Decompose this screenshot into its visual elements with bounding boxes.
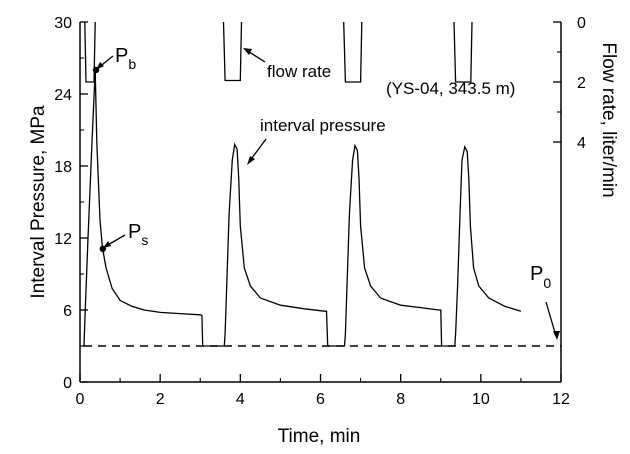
- flow-rate-pulse: [343, 21, 363, 83]
- flow-rate-label: flow rate: [267, 62, 331, 81]
- flow-rate-pulse: [222, 21, 243, 82]
- x-tick-label: 0: [76, 391, 85, 408]
- pb-label: P: [115, 45, 128, 67]
- interval-pressure-label: interval pressure: [260, 116, 386, 135]
- annotation-flow-rate: flow rate: [243, 48, 331, 81]
- left-tick-label: 12: [54, 231, 72, 248]
- well-info-label: (YS-04, 343.5 m): [386, 79, 515, 98]
- right-tick-label: 4: [577, 135, 586, 152]
- right-tick-label: 2: [577, 75, 586, 92]
- ps-subscript: s: [141, 232, 148, 248]
- x-tick-label: 10: [472, 391, 490, 408]
- right-tick-label: 0: [577, 15, 586, 32]
- left-tick-label: 0: [63, 375, 72, 392]
- svg-text:P0: P0: [530, 263, 551, 291]
- svg-text:Ps: Ps: [128, 221, 148, 248]
- x-tick-label: 8: [396, 391, 405, 408]
- right-axis-title: Flow rate, liter/min: [598, 42, 619, 197]
- svg-text:Pb: Pb: [115, 45, 136, 72]
- left-tick-label: 30: [54, 15, 72, 32]
- x-tick-label: 12: [552, 391, 570, 408]
- annotation-interval-pressure: interval pressure: [247, 116, 386, 165]
- flow-rate-pulse: [453, 21, 473, 83]
- p0-label: P: [530, 263, 543, 285]
- plot-area: [82, 21, 561, 347]
- x-axis-title: Time, min: [278, 426, 361, 447]
- flow-rate-pulse: [84, 21, 96, 83]
- left-tick-label: 6: [63, 303, 72, 320]
- annotation-ps: Ps: [103, 221, 148, 248]
- interval-pressure-line: [82, 69, 522, 347]
- pb-subscript: b: [128, 56, 136, 72]
- x-tick-label: 6: [316, 391, 325, 408]
- left-tick-label: 18: [54, 159, 72, 176]
- left-axis-title: Interval Pressure, MPa: [28, 105, 49, 299]
- axes: [79, 21, 562, 383]
- left-tick-label: 24: [54, 87, 72, 104]
- x-tick-label: 2: [156, 391, 165, 408]
- ps-label: P: [128, 221, 141, 243]
- p0-subscript: 0: [543, 275, 551, 291]
- annotation-pb: Pb: [96, 45, 136, 72]
- annotation-p0: P0: [530, 263, 560, 340]
- x-tick-label: 4: [236, 391, 245, 408]
